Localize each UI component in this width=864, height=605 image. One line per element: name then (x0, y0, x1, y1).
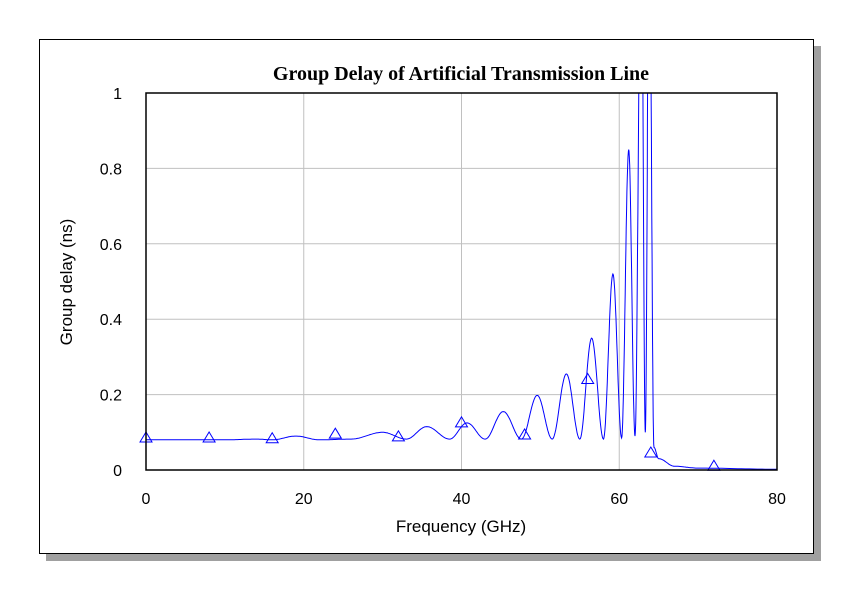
x-tick-label: 20 (295, 491, 313, 508)
x-tick-label: 0 (142, 491, 151, 508)
data-marker (454, 415, 469, 428)
x-axis-label: Frequency (GHz) (396, 517, 526, 536)
series-line (146, 93, 777, 470)
y-tick-label: 0.2 (100, 388, 122, 405)
x-tick-label: 60 (610, 491, 628, 508)
chart-title: Group Delay of Artificial Transmission L… (273, 63, 649, 85)
plot-area (145, 92, 778, 471)
data-marker (328, 427, 343, 439)
y-tick-label: 0 (113, 463, 122, 480)
chart-frame (39, 39, 814, 554)
y-axis-label: Group delay (ns) (57, 219, 76, 346)
data-marker (202, 430, 216, 443)
data-marker (517, 427, 532, 440)
y-tick-label: 1 (113, 86, 122, 103)
x-tick-label: 40 (453, 491, 471, 508)
y-tick-label: 0.6 (100, 237, 122, 254)
data-marker (643, 446, 658, 458)
data-marker (580, 372, 595, 385)
y-tick-label: 0.8 (100, 161, 122, 178)
data-marker (265, 431, 280, 444)
y-tick-label: 0.4 (100, 312, 122, 329)
x-tick-label: 80 (768, 491, 786, 508)
data-marker (391, 429, 406, 442)
